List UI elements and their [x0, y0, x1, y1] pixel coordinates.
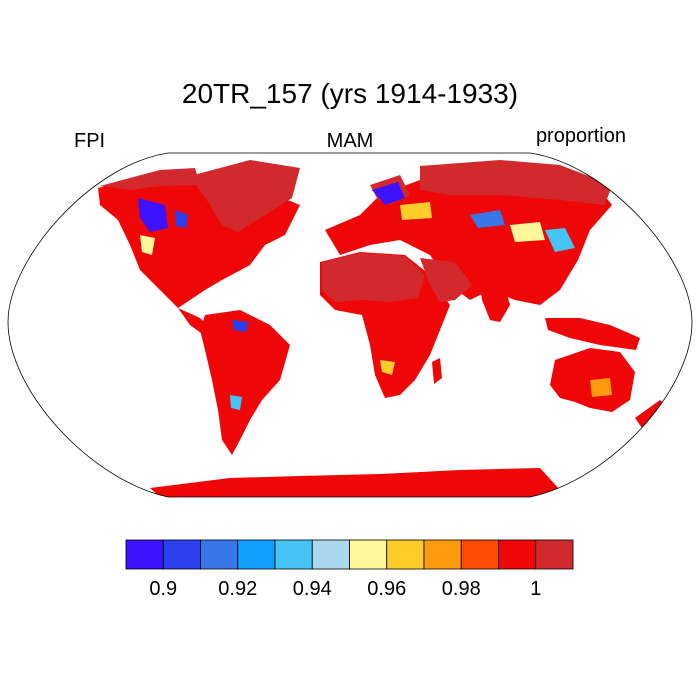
- patch-mongolia: [510, 222, 545, 242]
- patch-central-asia: [470, 210, 505, 228]
- map-land: [98, 160, 666, 497]
- indonesia: [545, 318, 640, 350]
- variable-label: FPI: [74, 130, 106, 152]
- patch-east-asia: [545, 228, 575, 252]
- patch-europe-east: [400, 202, 432, 220]
- india: [480, 285, 510, 322]
- colorbar-tick-label: 0.9: [149, 578, 177, 600]
- colorbar-box: [162, 539, 201, 570]
- colorbar-tick-label: 0.92: [218, 578, 257, 600]
- colorbar-tick-label: 0.94: [293, 578, 332, 600]
- sahara: [322, 253, 425, 302]
- patch-us-west: [140, 235, 155, 255]
- arabia: [420, 258, 472, 302]
- colorbar-box: [386, 539, 425, 570]
- colorbar-box: [460, 539, 499, 570]
- colorbar-box: [125, 539, 164, 570]
- colorbar-tick-label: 0.96: [367, 578, 406, 600]
- colorbar-boxes: [125, 539, 574, 570]
- patch-scandinavia: [372, 182, 405, 205]
- season-label: MAM: [326, 130, 374, 152]
- colorbar-labels: 0.9 0.92 0.94 0.96 0.98 1: [149, 578, 541, 600]
- map-title: 20TR_157 (yrs 1914-1933): [181, 78, 519, 109]
- colorbar-box: [423, 539, 462, 570]
- patch-amazon: [232, 320, 248, 332]
- greenland: [190, 160, 300, 232]
- map-border: [7, 152, 693, 498]
- eurasia: [325, 178, 612, 305]
- patch-patagonia: [230, 395, 242, 410]
- colorbar-box: [237, 539, 276, 570]
- colorbar-box: [535, 539, 574, 570]
- patch-quebec: [175, 210, 188, 228]
- colorbar-tick-label: 1: [530, 578, 541, 600]
- colorbar-tick-label: 0.98: [442, 578, 481, 600]
- patch-africa-south: [380, 360, 395, 375]
- new-zealand: [635, 400, 666, 428]
- colorbar-box: [311, 539, 350, 570]
- colorbar-box: [200, 539, 239, 570]
- units-label: proportion: [535, 125, 626, 147]
- colorbar-box: [498, 539, 537, 570]
- colorbar-box: [274, 539, 313, 570]
- siberia: [420, 160, 612, 205]
- madagascar: [432, 358, 442, 384]
- colorbar-box: [349, 539, 388, 570]
- canada-arctic: [100, 168, 200, 190]
- patch-hudson: [138, 198, 168, 232]
- south-america: [200, 310, 290, 455]
- antarctica: [150, 468, 560, 497]
- patch-australia-south: [590, 378, 612, 397]
